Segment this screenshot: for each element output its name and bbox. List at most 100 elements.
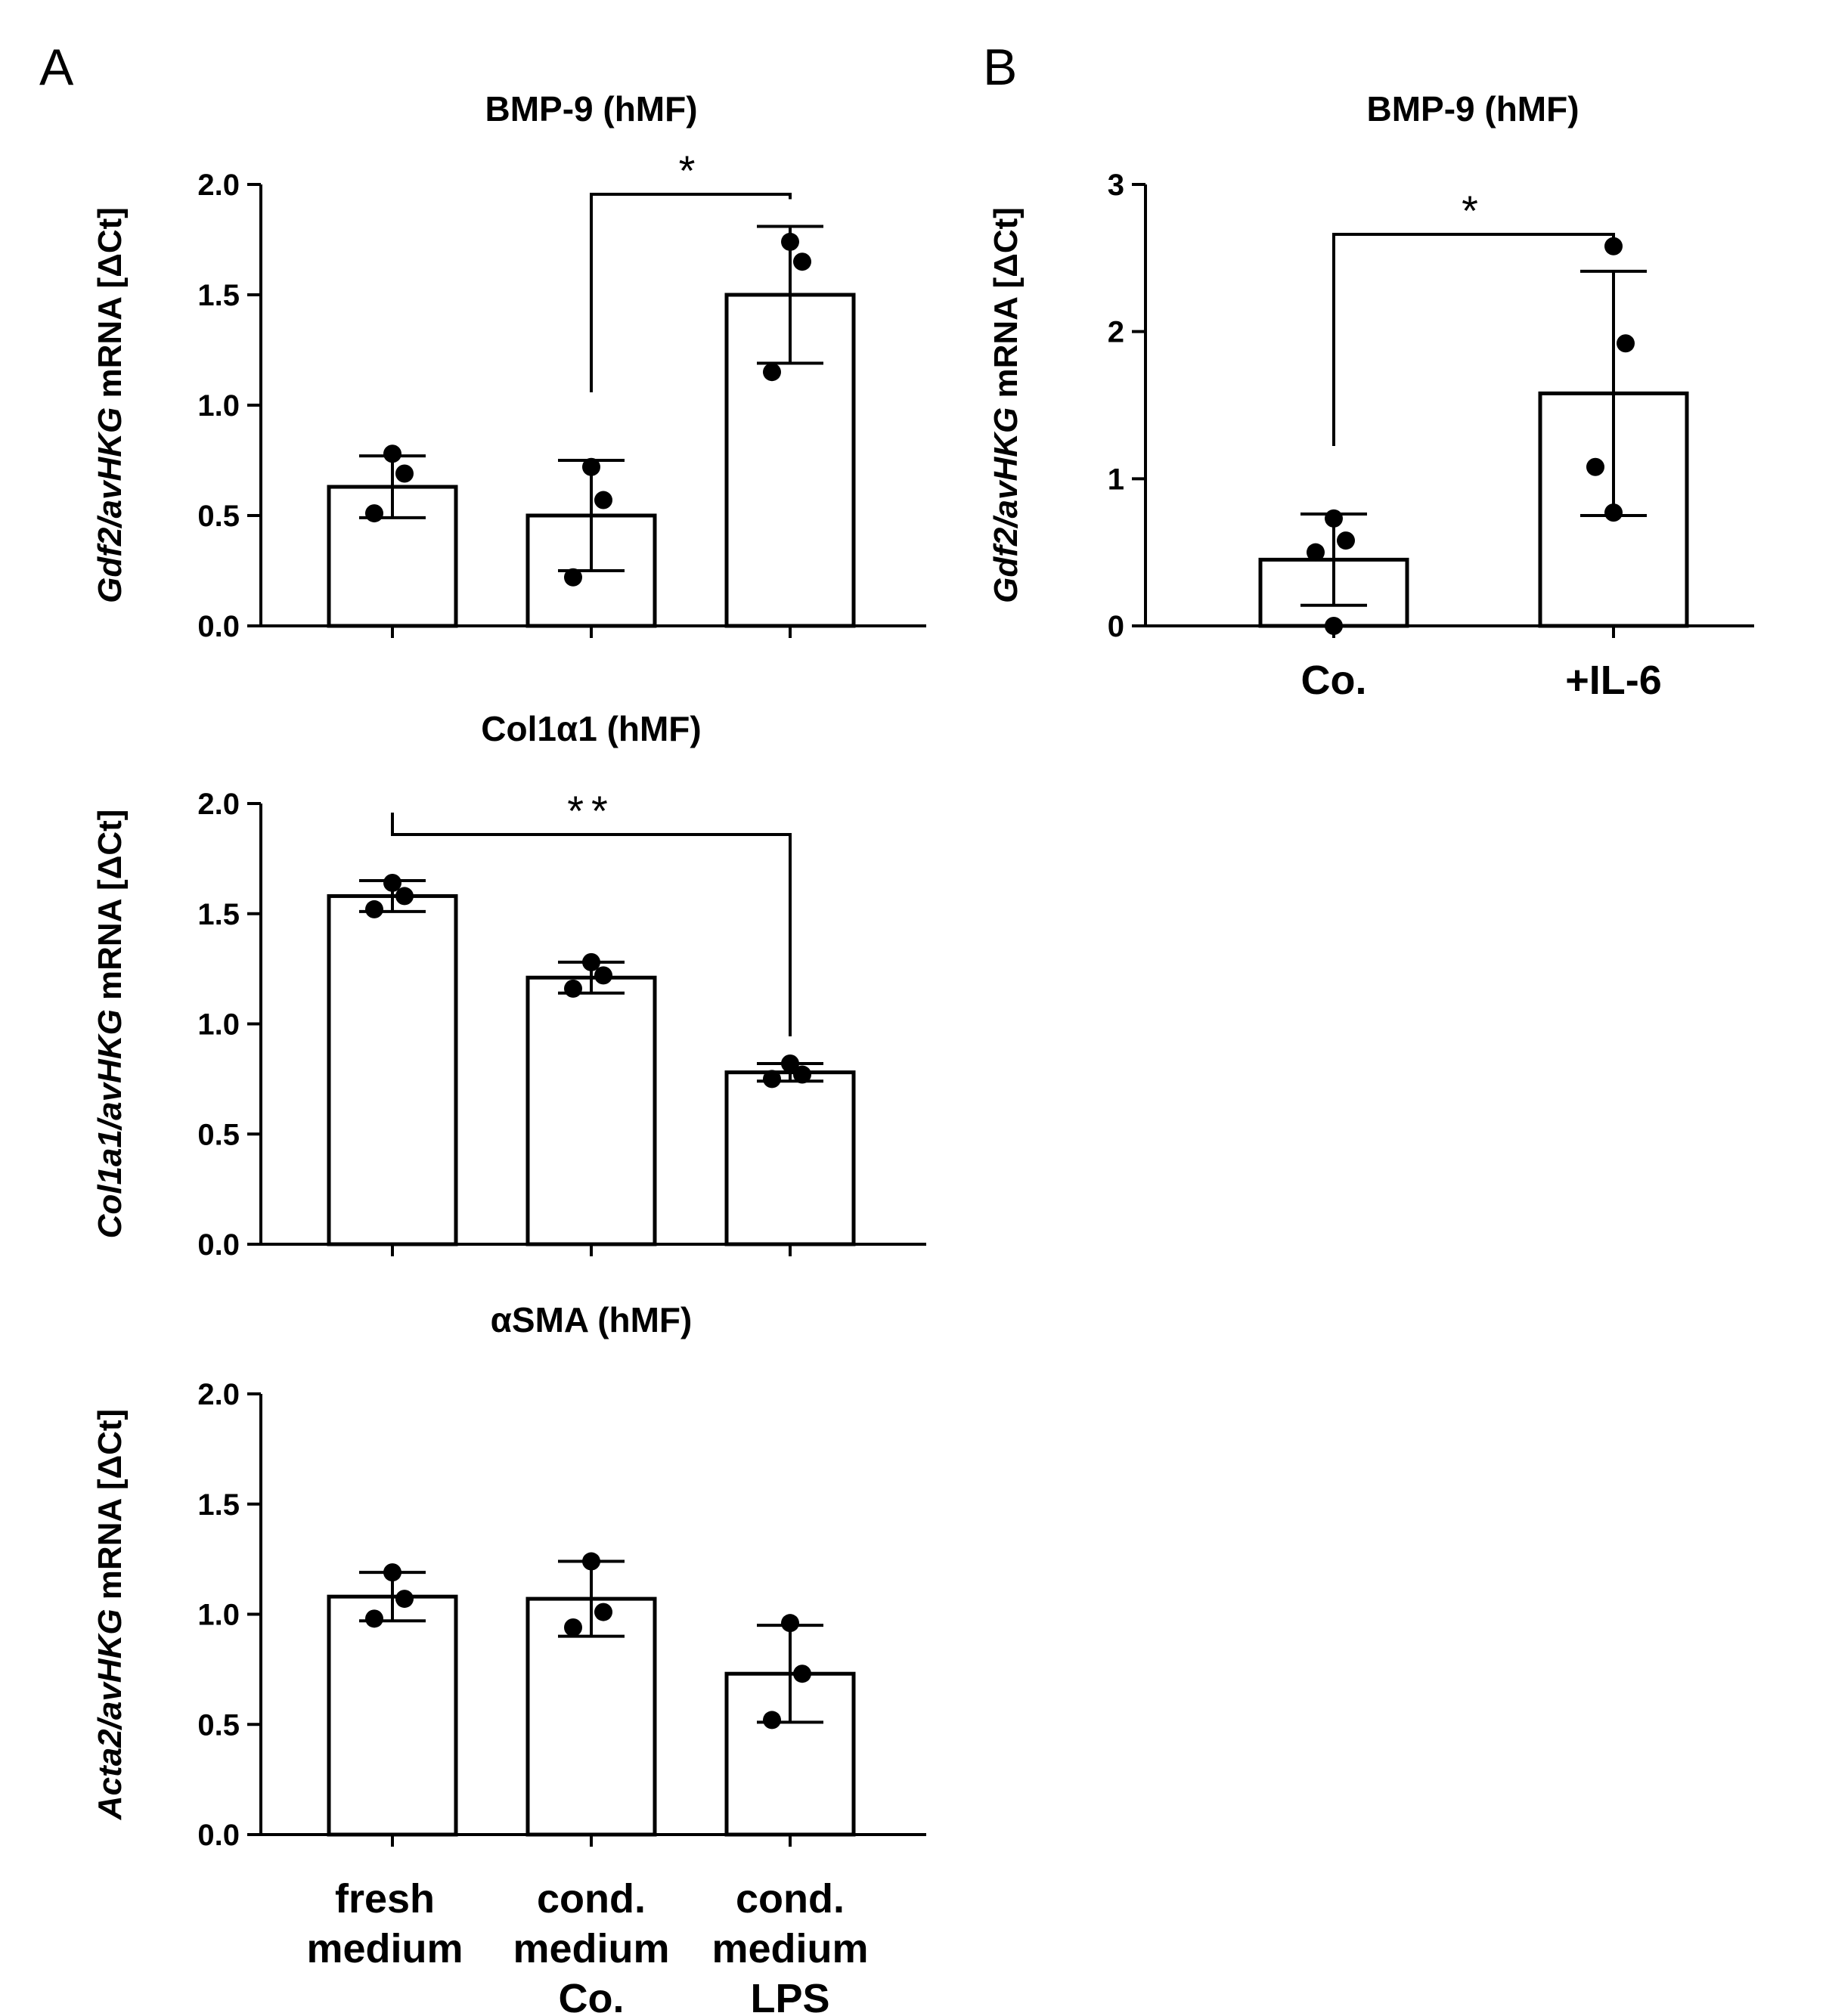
category-label-line: cond. [736, 1876, 845, 1922]
y-tick-label: 0.0 [197, 1819, 240, 1852]
data-point [1307, 543, 1325, 562]
chart-bmp9-b: BMP-9 (hMF) Gdf2/avHKG mRNA [ΔCt] 0 1 2 3 Co. +… [987, 89, 1754, 703]
data-point [1325, 509, 1343, 528]
data-point [793, 252, 811, 271]
category-label-line: fresh [335, 1876, 435, 1922]
chart-asma: αSMA (hMF) Acta2/avHKG mRNA [ΔCt] 0.0 0.5 1.… [91, 1300, 926, 2016]
data-point [365, 900, 383, 918]
y-axis-label-part: mRNA [ΔCt] [91, 207, 129, 407]
significance-bracket [590, 193, 792, 392]
y-axis-label-part: Acta2/avHKG [91, 1609, 129, 1820]
significance-bracket [1332, 233, 1615, 447]
y-tick-label: 2.0 [197, 788, 240, 821]
chart-title: BMP-9 (hMF) [1366, 89, 1579, 129]
y-tick-label: 0 [1108, 610, 1124, 643]
y-axis-label-part: mRNA [ΔCt] [91, 1409, 129, 1609]
data-point [582, 457, 600, 476]
data-point [395, 887, 414, 906]
y-tick-label: 0.5 [197, 500, 240, 533]
category-label-line: medium [513, 1926, 669, 1971]
data-point [763, 1711, 781, 1730]
data-point [1604, 237, 1623, 255]
significance-bracket [391, 813, 792, 1036]
data-point [793, 1065, 811, 1084]
chart-title: Col1α1 (hMF) [481, 709, 701, 748]
data-point [594, 491, 612, 509]
y-tick-label: 3 [1108, 169, 1124, 202]
y-tick-label: 0.0 [197, 1228, 240, 1262]
category-label: Co. [1301, 658, 1367, 703]
data-point [763, 363, 781, 382]
y-axis-label: Gdf2/avHKG mRNA [ΔCt] [91, 207, 129, 603]
significance-label: ** [567, 787, 615, 835]
data-point [582, 952, 600, 971]
category-label-line: cond. [537, 1876, 646, 1922]
y-tick-label: 2.0 [197, 1378, 240, 1411]
bar [525, 975, 657, 1246]
category-label-line: Co. [559, 1976, 625, 2016]
bar [327, 893, 458, 1246]
data-point [564, 568, 582, 587]
category-label: fresh medium [306, 1876, 463, 1971]
data-point [564, 979, 582, 998]
data-point [564, 1618, 582, 1637]
y-axis-label-part: Gdf2/avHKG [987, 407, 1025, 603]
y-tick-label: 2.0 [197, 169, 240, 202]
chart-title: BMP-9 (hMF) [485, 89, 697, 129]
y-axis-label-part: Gdf2/avHKG [91, 407, 129, 603]
panel-letter-b: B [983, 39, 1017, 96]
data-point [793, 1665, 811, 1683]
y-tick-label: 1.5 [197, 279, 240, 312]
panel-letter-a: A [39, 39, 74, 96]
chart-col1a1: Col1α1 (hMF) Col1a1/avHKG mRNA [ΔCt] 0.0 0.… [91, 709, 926, 1262]
data-point [1617, 334, 1635, 353]
chart-bmp9-a: BMP-9 (hMF) Gdf2/avHKG mRNA [ΔCt] 0.0 0.5 1.… [91, 89, 926, 643]
bar [724, 293, 856, 628]
y-tick-label: 1 [1108, 463, 1124, 496]
data-point [383, 444, 401, 463]
data-point [594, 966, 612, 985]
category-label: +IL-6 [1565, 658, 1662, 703]
y-axis-label: Col1a1/avHKG mRNA [ΔCt] [91, 810, 129, 1239]
data-point [365, 1609, 383, 1628]
y-tick-label: 0.5 [197, 1118, 240, 1151]
data-point [1337, 531, 1355, 550]
significance-label: * [679, 147, 703, 194]
data-point [781, 1614, 799, 1633]
y-axis-label-part: mRNA [ΔCt] [987, 207, 1025, 407]
y-axis-label: Gdf2/avHKG mRNA [ΔCt] [987, 207, 1025, 603]
y-tick-label: 1.5 [197, 898, 240, 931]
data-point [395, 464, 414, 483]
data-point [781, 232, 799, 251]
y-tick-label: 1.5 [197, 1488, 240, 1522]
category-label-line: Co. [1301, 658, 1367, 703]
category-label-line: medium [711, 1926, 868, 1971]
data-point [365, 504, 383, 523]
y-tick-label: 0.5 [197, 1708, 240, 1742]
category-label-line: medium [306, 1926, 463, 1971]
y-axis-label-part: mRNA [ΔCt] [91, 810, 129, 1010]
y-tick-label: 2 [1108, 316, 1124, 349]
category-label-line: LPS [750, 1976, 829, 2016]
data-point [383, 873, 401, 892]
y-tick-label: 0.0 [197, 610, 240, 643]
data-point [582, 1552, 600, 1571]
category-label: cond. medium LPS [711, 1876, 868, 2016]
bar [327, 1594, 458, 1837]
data-point [395, 1590, 414, 1609]
data-point [1586, 457, 1604, 476]
data-point [1604, 503, 1623, 522]
y-tick-label: 1.0 [197, 1599, 240, 1632]
data-point [781, 1054, 799, 1073]
data-point [383, 1563, 401, 1582]
bar [525, 1596, 657, 1837]
data-point [763, 1070, 781, 1089]
category-label-line: +IL-6 [1565, 658, 1662, 703]
chart-title: αSMA (hMF) [491, 1300, 693, 1339]
bar [724, 1070, 856, 1246]
data-point [594, 1603, 612, 1621]
y-tick-label: 1.0 [197, 1008, 240, 1042]
y-axis-label-part: Col1a1/avHKG [91, 1009, 129, 1238]
y-tick-label: 1.0 [197, 389, 240, 423]
